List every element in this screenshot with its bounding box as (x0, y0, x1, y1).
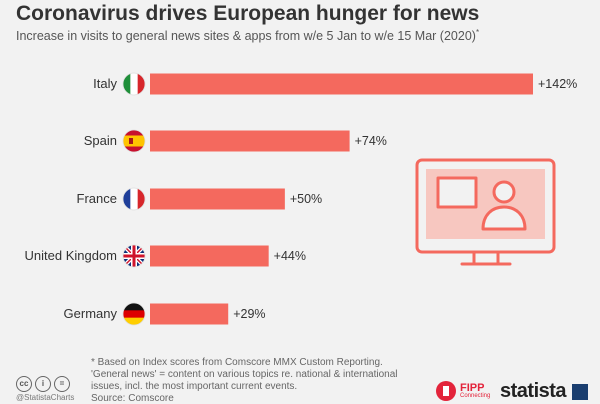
value-label: +44% (274, 249, 306, 263)
equals-icon: = (54, 376, 70, 392)
germany-flag-icon (122, 302, 146, 326)
category-label: Italy (93, 76, 117, 91)
category-label: Spain (84, 133, 117, 148)
footnote: * Based on Index scores from Comscore MM… (91, 357, 398, 392)
category-label: Germany (64, 306, 118, 321)
category-label: France (77, 191, 117, 206)
category-label: United Kingdom (25, 248, 118, 263)
italy-flag-icon (122, 72, 146, 96)
person-icon: i (35, 376, 51, 392)
value-label: +74% (355, 134, 387, 148)
page-subtitle: Increase in visits to general news sites… (16, 28, 480, 44)
value-label: +50% (290, 192, 322, 206)
value-label: +29% (233, 307, 265, 321)
bar (150, 303, 229, 325)
value-label: +142% (538, 77, 577, 91)
social-handle[interactable]: @StatistaCharts (16, 393, 75, 402)
fipp-mark-icon (436, 381, 456, 401)
statista-logo: statista (500, 380, 567, 402)
statista-mark-icon (572, 384, 588, 400)
bar (150, 73, 533, 95)
fipp-logo: FIPP Connecting (436, 381, 490, 401)
bar (150, 188, 285, 210)
monitor-with-presenter-icon (415, 158, 556, 266)
spain-flag-icon (122, 129, 146, 153)
subtitle-footnote-mark: * (475, 28, 480, 37)
uk-flag-icon (122, 244, 146, 268)
source-text: Source: Comscore (91, 393, 174, 404)
bar (150, 130, 350, 152)
cc-icon: cc (16, 376, 32, 392)
bar (150, 245, 269, 267)
page-title: Coronavirus drives European hunger for n… (16, 2, 480, 25)
bar-chart: Italy +142% Spain +74% France +50% United King… (25, 72, 577, 326)
creative-commons-badges: cc i = (16, 376, 70, 392)
france-flag-icon (122, 187, 146, 211)
